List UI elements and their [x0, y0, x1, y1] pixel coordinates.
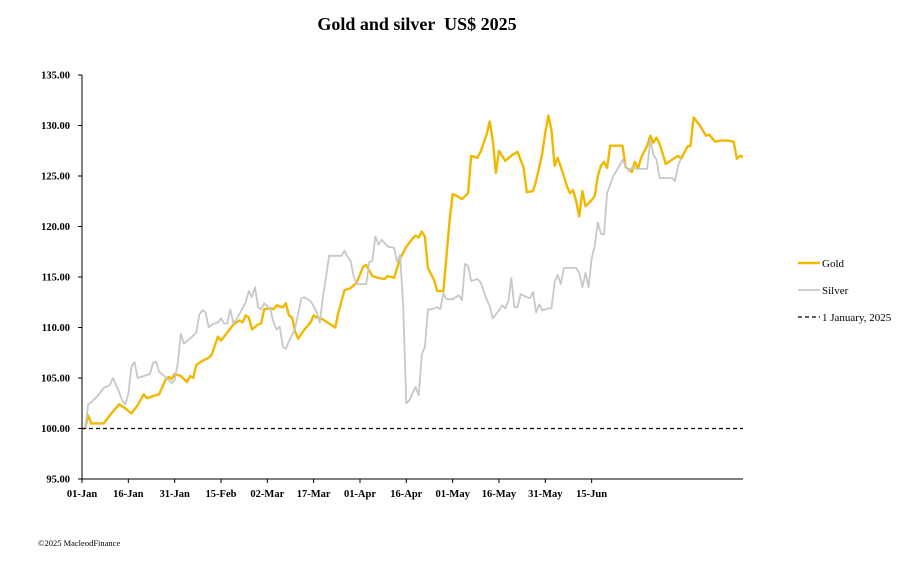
x-tick-label: 15-Jun	[576, 489, 607, 500]
y-tick-label: 95.00	[46, 475, 70, 486]
x-tick-label: 01-Apr	[344, 489, 376, 500]
axes: 95.00 100.00 105.00 110.00 115.00 120.00 125.0…	[41, 71, 743, 500]
plot-lines	[82, 114, 744, 430]
y-tick-label: 100.00	[41, 424, 70, 435]
series-line-gold	[83, 114, 744, 429]
x-tick-label: 16-Jan	[113, 489, 143, 500]
legend: Gold Silver 1 January, 2025	[798, 258, 892, 324]
x-tick-label: 02-Mar	[250, 489, 284, 500]
legend-label: Gold	[822, 258, 845, 270]
series-line-silver	[84, 138, 683, 429]
x-tick-label: 01-May	[435, 489, 470, 500]
y-tick-label: 120.00	[41, 222, 70, 233]
x-tick-label: 17-Mar	[297, 489, 331, 500]
y-tick-label: 135.00	[41, 71, 70, 82]
legend-label: 1 January, 2025	[822, 312, 892, 324]
x-tick-label: 01-Jan	[67, 489, 97, 500]
x-tick-label: 31-Jan	[159, 489, 189, 500]
x-tick-label: 15-Feb	[206, 489, 237, 500]
legend-label: Silver	[822, 285, 849, 297]
copyright-notice: ©2025 MacleodFinance	[38, 538, 121, 548]
y-tick-label: 105.00	[41, 374, 70, 385]
x-tick-label: 16-Apr	[390, 489, 422, 500]
y-tick-label: 110.00	[42, 323, 70, 334]
x-tick-label: 31-May	[528, 489, 563, 500]
chart-title: Gold and silver US$ 2025	[317, 14, 517, 34]
y-tick-label: 130.00	[41, 121, 70, 132]
x-tick-label: 16-May	[482, 489, 517, 500]
y-tick-label: 125.00	[41, 172, 70, 183]
y-tick-label: 115.00	[42, 273, 70, 284]
